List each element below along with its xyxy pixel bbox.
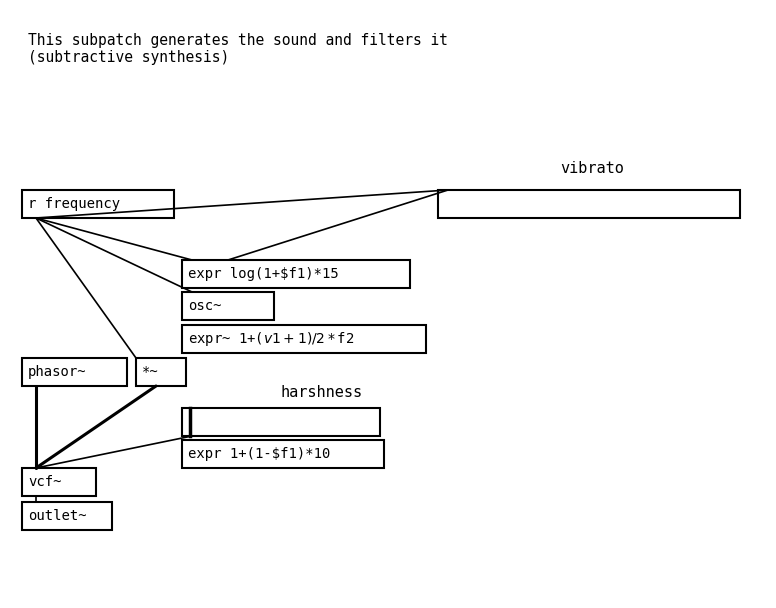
Text: vibrato: vibrato [560, 161, 624, 176]
Bar [22, 190, 174, 218]
Text: expr 1+(1-$f1)*10: expr 1+(1-$f1)*10 [188, 447, 331, 461]
Text: harshness: harshness [281, 385, 363, 400]
Bar [182, 292, 274, 320]
Text: *~: *~ [142, 365, 159, 379]
Bar [182, 260, 410, 288]
Bar [438, 190, 740, 218]
Text: expr~ 1+($v1+1)/2*$f2: expr~ 1+($v1+1)/2*$f2 [188, 330, 355, 348]
Bar [182, 408, 380, 436]
Text: phasor~: phasor~ [28, 365, 87, 379]
Bar [136, 358, 186, 386]
Text: expr log(1+$f1)*15: expr log(1+$f1)*15 [188, 267, 339, 281]
Bar [182, 325, 426, 353]
Bar [22, 358, 127, 386]
Text: osc~: osc~ [188, 299, 221, 313]
Bar [182, 440, 384, 468]
Text: This subpatch generates the sound and filters it
(subtractive synthesis): This subpatch generates the sound and fi… [28, 33, 448, 66]
Text: outlet~: outlet~ [28, 509, 87, 523]
Bar [22, 502, 112, 530]
Text: r frequency: r frequency [28, 197, 120, 211]
Text: vcf~: vcf~ [28, 475, 61, 489]
Bar [22, 468, 96, 496]
